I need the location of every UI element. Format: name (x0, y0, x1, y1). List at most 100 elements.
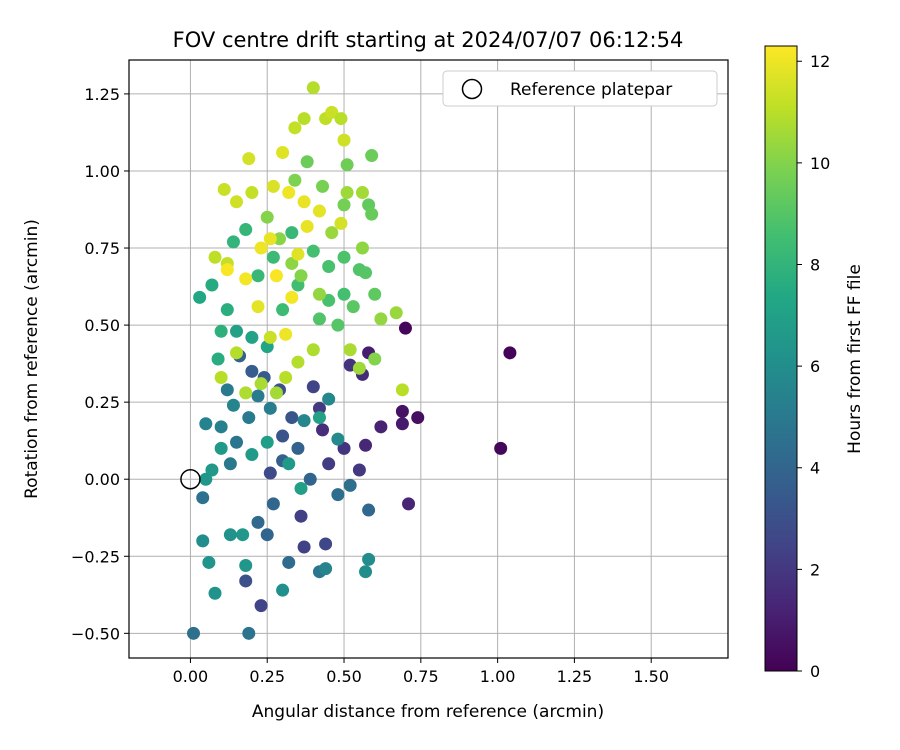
x-tick-label: 0.25 (249, 667, 285, 686)
data-point (316, 423, 330, 437)
data-point (306, 81, 320, 95)
data-point (374, 312, 388, 326)
data-point (319, 537, 333, 551)
data-point (340, 186, 354, 200)
data-point (395, 404, 409, 418)
data-point (297, 414, 311, 428)
legend-marker (461, 78, 483, 100)
data-point (306, 244, 320, 258)
data-point (312, 204, 326, 218)
data-point (260, 435, 274, 449)
data-point (223, 528, 237, 542)
data-point (276, 303, 290, 317)
data-point (331, 488, 345, 502)
y-tick-label: 0.50 (84, 316, 120, 335)
data-point (337, 250, 351, 264)
data-point (230, 195, 244, 209)
data-point (365, 207, 379, 221)
y-axis-ticks: −0.50 −0.25 0.00 0.25 0.50 0.75 1.00 1.25 (71, 85, 129, 643)
legend-box (442, 70, 718, 107)
data-point (322, 260, 336, 274)
data-point (294, 481, 308, 495)
data-point (214, 420, 228, 434)
data-point (503, 346, 517, 360)
data-point (226, 235, 240, 249)
data-point (346, 300, 360, 314)
data-point (220, 383, 234, 397)
x-tick-label: 0.75 (403, 667, 439, 686)
data-point (239, 574, 253, 588)
reference-point (180, 468, 201, 490)
y-tick-label: 0.00 (84, 470, 120, 489)
data-point (220, 263, 234, 277)
data-point (230, 324, 244, 338)
data-point (282, 555, 296, 569)
data-point (199, 417, 213, 431)
x-axis-label: Angular distance from reference (arcmin) (252, 702, 604, 722)
reference-marker (180, 468, 201, 490)
data-point (291, 355, 305, 369)
data-point (285, 256, 299, 270)
x-axis-ticks: 0.00 0.25 0.50 0.75 1.00 1.25 1.50 (173, 658, 669, 686)
data-points (187, 81, 517, 640)
data-point (291, 441, 305, 455)
data-point (337, 198, 351, 212)
data-point (312, 411, 326, 425)
data-point (230, 435, 244, 449)
y-axis-label: Rotation from reference (arcmin) (22, 219, 42, 499)
colorbar-tick-label: 6 (810, 357, 820, 376)
data-point (362, 552, 376, 566)
data-point (187, 626, 201, 640)
data-point (297, 540, 311, 554)
x-tick-label: 0.00 (173, 667, 209, 686)
data-point (254, 377, 268, 391)
data-point (239, 559, 253, 573)
data-point (316, 179, 330, 193)
y-tick-label: −0.25 (71, 547, 120, 566)
data-point (263, 401, 277, 415)
data-point (291, 247, 305, 261)
plot-frame (128, 59, 729, 659)
data-point (269, 386, 283, 400)
colorbar-tick-label: 12 (810, 52, 830, 71)
data-point (199, 472, 213, 486)
data-point (368, 287, 382, 301)
data-point (374, 420, 388, 434)
data-point (208, 250, 222, 264)
data-point (254, 599, 268, 613)
data-point (355, 186, 369, 200)
data-point (331, 432, 345, 446)
data-point (254, 241, 268, 255)
data-point (322, 392, 336, 406)
data-point (322, 293, 336, 307)
legend: Reference platepar (442, 70, 718, 107)
data-point (245, 448, 259, 462)
data-point (359, 565, 373, 579)
y-tick-label: 1.25 (84, 85, 120, 104)
data-point (242, 626, 256, 640)
data-point (251, 515, 265, 529)
data-point (282, 457, 296, 471)
data-point (325, 105, 339, 119)
x-tick-label: 1.25 (557, 667, 593, 686)
data-point (276, 583, 290, 597)
data-point (282, 186, 296, 200)
data-point (306, 380, 320, 394)
data-point (214, 324, 228, 338)
x-tick-label: 0.50 (326, 667, 362, 686)
data-point (355, 241, 369, 255)
chart-title: FOV centre drift starting at 2024/07/07 … (173, 28, 684, 52)
y-tick-label: 1.00 (84, 162, 120, 181)
data-point (263, 330, 277, 344)
data-point (251, 300, 265, 314)
colorbar-tick-label: 4 (810, 459, 820, 478)
data-point (276, 429, 290, 443)
y-tick-label: 0.25 (84, 393, 120, 412)
data-point (276, 145, 290, 159)
data-point (245, 364, 259, 378)
data-point (334, 112, 348, 126)
data-point (220, 303, 234, 317)
data-point (263, 466, 277, 480)
data-point (263, 232, 277, 246)
